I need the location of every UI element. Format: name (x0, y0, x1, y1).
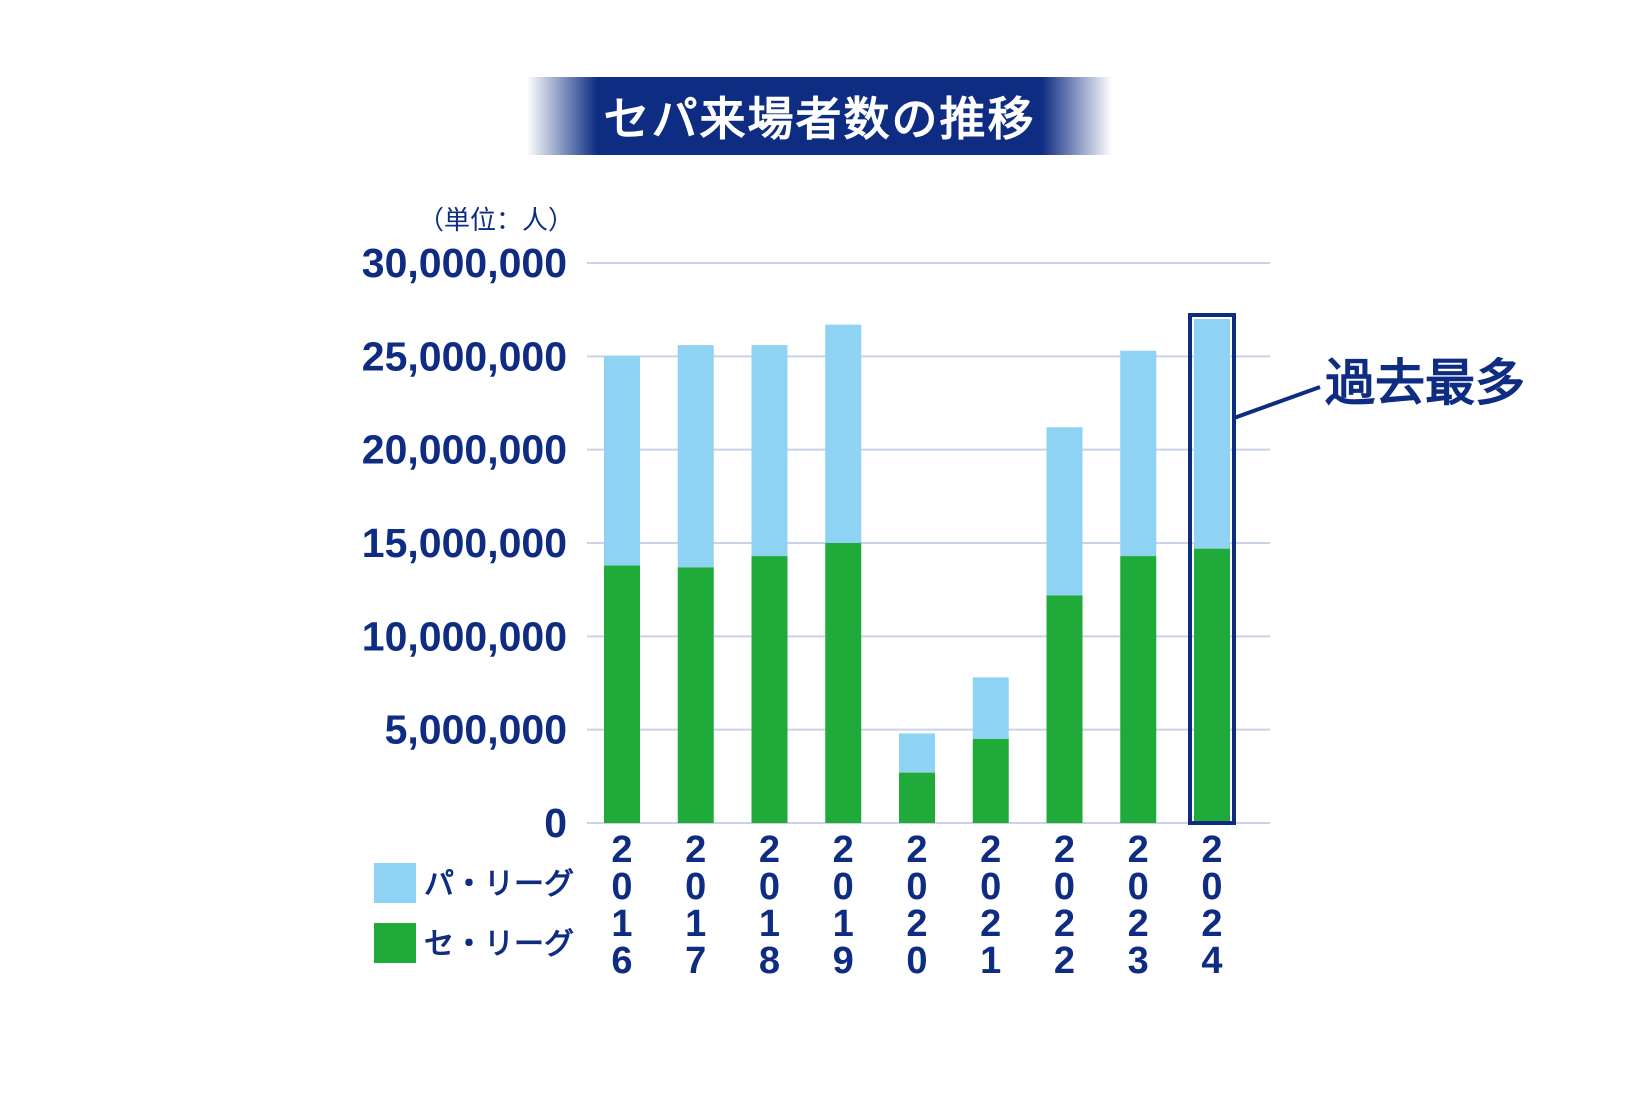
bar-segment (1194, 319, 1230, 549)
bar-segment (1120, 556, 1157, 823)
y-tick-label: 25,000,000 (362, 333, 567, 379)
bar-segment (899, 772, 935, 823)
title-banner: セパ来場者数の推移 (527, 77, 1112, 155)
bar-segment (899, 733, 935, 773)
bar-segment (751, 556, 788, 823)
bar-segment (1194, 548, 1230, 823)
chart-title: セパ来場者数の推移 (603, 92, 1036, 146)
y-tick-label: 30,000,000 (362, 240, 567, 286)
highlight-box (1188, 313, 1236, 825)
bar-segment (677, 567, 714, 823)
bars (604, 319, 1230, 823)
bar-segment (677, 345, 714, 568)
bar-segment (751, 345, 788, 557)
bar-segment (972, 677, 1009, 739)
bar-segment (1046, 427, 1083, 596)
bar-segment (825, 543, 862, 823)
annotation-label: 過去最多 (1325, 354, 1525, 412)
legend-swatch (374, 863, 416, 903)
x-axis: 2 0 1 6 2 0 1 7 2 0 1 8 2 0 1 9 2 0 2 0 2 0 2 1 2 0 2 2 2 0 2 3 2 0 2 4 (611, 829, 1222, 982)
bar-segment (825, 324, 862, 543)
highlight-annotation: 過去最多 (1188, 313, 1525, 825)
y-tick-label: 10,000,000 (362, 613, 567, 659)
y-axis: 0 5,000,000 10,000,000 15,000,000 20,000,000… (362, 240, 567, 846)
annotation-leader-line (1233, 385, 1321, 420)
unit-label: （単位：人） (418, 206, 574, 236)
y-tick-label: 5,000,000 (385, 707, 567, 753)
bar-segment (604, 356, 640, 566)
legend-label: セ・リーグ (424, 927, 574, 962)
legend-swatch (374, 923, 416, 963)
bar-segment (972, 739, 1009, 823)
bar-segment (1120, 350, 1157, 557)
bar-segment (604, 565, 640, 823)
y-tick-label: 15,000,000 (362, 520, 567, 566)
bar-segment (1046, 595, 1083, 823)
y-tick-label: 20,000,000 (362, 427, 567, 473)
legend-label: パ・リーグ (424, 867, 574, 902)
y-tick-label: 0 (544, 800, 567, 846)
